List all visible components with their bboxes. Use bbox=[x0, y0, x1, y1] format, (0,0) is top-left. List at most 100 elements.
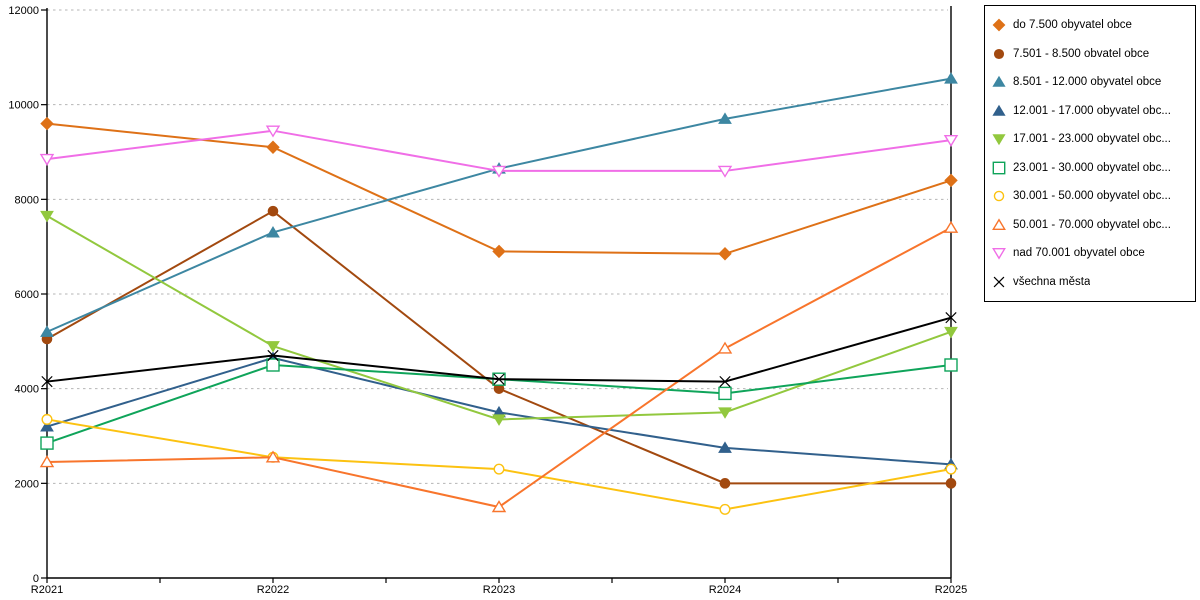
legend-item-label: do 7.500 obyvatel obce bbox=[1013, 19, 1132, 32]
data-point-marker bbox=[41, 413, 53, 425]
legend-item-label: 8.501 - 12.000 obyvatel obce bbox=[1013, 76, 1162, 89]
data-point-marker bbox=[265, 450, 281, 463]
data-point-marker bbox=[492, 244, 506, 259]
y-tick-label: 0 bbox=[33, 573, 39, 585]
legend-item-label: 17.001 - 23.000 obyvatel obc... bbox=[1013, 133, 1171, 146]
data-point-marker bbox=[41, 375, 53, 388]
data-point-marker bbox=[719, 503, 731, 515]
data-point-marker bbox=[944, 358, 958, 372]
diamond-legend-icon bbox=[992, 18, 1006, 32]
x-cross-legend-icon bbox=[993, 276, 1005, 288]
data-point-marker bbox=[944, 173, 958, 188]
data-point-marker bbox=[719, 478, 731, 489]
legend-item-label: nad 70.001 obyvatel obce bbox=[1013, 247, 1145, 260]
data-point-marker bbox=[266, 140, 280, 154]
legend-item: 12.001 - 17.000 obyvatel obc... bbox=[991, 97, 1189, 125]
legend-item-label: všechna města bbox=[1013, 275, 1091, 288]
legend-item-label: 23.001 - 30.000 obyvatel obc... bbox=[1013, 161, 1171, 174]
x-axis-ticks: R2021 R2022 R2023 R2024 R2025 bbox=[31, 578, 967, 596]
data-point-marker bbox=[266, 341, 280, 353]
legend-item: 17.001 - 23.000 obyvatel obc... bbox=[991, 125, 1189, 153]
legend-item-label: 12.001 - 17.000 obyvatel obc... bbox=[1013, 104, 1171, 117]
data-point-marker bbox=[267, 205, 279, 217]
data-point-marker bbox=[944, 72, 958, 84]
series-7 bbox=[39, 220, 959, 513]
y-tick-label: 2000 bbox=[15, 478, 39, 490]
data-point-marker bbox=[945, 463, 957, 475]
series-4 bbox=[40, 210, 958, 426]
legend-item-label: 50.001 - 70.000 obyvatel obc... bbox=[1013, 218, 1171, 231]
series-6 bbox=[41, 413, 957, 515]
data-point-marker bbox=[718, 441, 732, 453]
series-5 bbox=[40, 358, 958, 450]
triangle-down-legend-icon bbox=[992, 134, 1006, 146]
data-point-marker bbox=[945, 478, 957, 489]
series-9 bbox=[41, 312, 957, 388]
triangle-down-legend-icon bbox=[992, 248, 1006, 260]
triangle-up-legend-icon bbox=[992, 218, 1006, 230]
legend-item: 23.001 - 30.000 obyvatel obc... bbox=[991, 154, 1189, 182]
legend-item: 30.001 - 50.000 obyvatel obc... bbox=[991, 182, 1189, 210]
data-point-marker bbox=[944, 326, 958, 339]
circle-legend-icon bbox=[993, 48, 1005, 59]
data-point-marker bbox=[718, 247, 732, 261]
legend-item: 7.501 - 8.500 obvatel obce bbox=[991, 40, 1189, 68]
series-0 bbox=[40, 116, 958, 261]
y-axis-ticks: 0 2000 4000 6000 8000 10000 12000 bbox=[8, 5, 47, 585]
triangle-up-legend-icon bbox=[992, 104, 1006, 116]
data-point-marker bbox=[945, 312, 957, 324]
data-point-marker bbox=[39, 153, 55, 166]
square-legend-icon bbox=[992, 161, 1006, 175]
data-point-marker bbox=[718, 386, 732, 401]
series-line bbox=[46, 316, 952, 383]
data-point-marker bbox=[266, 358, 280, 372]
x-tick-label: R2022 bbox=[257, 584, 289, 596]
legend: do 7.500 obyvatel obce 7.501 - 8.500 obva… bbox=[984, 5, 1196, 302]
data-point-marker bbox=[492, 414, 506, 426]
axes bbox=[46, 6, 952, 579]
data-point-marker bbox=[718, 112, 732, 124]
legend-item-label: 7.501 - 8.500 obvatel obce bbox=[1013, 47, 1150, 60]
series-3 bbox=[40, 351, 958, 470]
series-8 bbox=[39, 125, 959, 178]
data-point-marker bbox=[493, 373, 505, 385]
data-point-marker bbox=[40, 420, 54, 432]
data-point-marker bbox=[40, 116, 54, 131]
legend-item: všechna města bbox=[991, 268, 1189, 296]
x-tick-label: R2023 bbox=[483, 584, 515, 596]
legend-item: 8.501 - 12.000 obyvatel obce bbox=[991, 68, 1189, 96]
y-tick-label: 12000 bbox=[8, 5, 39, 17]
x-tick-label: R2024 bbox=[709, 584, 741, 596]
data-point-marker bbox=[267, 349, 279, 362]
data-point-marker bbox=[266, 225, 280, 238]
y-tick-label: 10000 bbox=[8, 100, 39, 112]
legend-item: nad 70.001 obyvatel obce bbox=[991, 239, 1189, 267]
data-point-marker bbox=[491, 165, 507, 178]
circle-legend-icon bbox=[993, 190, 1005, 202]
data-point-marker bbox=[40, 436, 54, 450]
data-point-marker bbox=[491, 500, 507, 513]
data-point-marker bbox=[39, 455, 55, 468]
x-tick-label: R2021 bbox=[31, 584, 63, 596]
data-point-marker bbox=[943, 134, 959, 148]
y-tick-label: 8000 bbox=[15, 194, 39, 206]
series-line bbox=[46, 122, 952, 255]
data-point-marker bbox=[265, 125, 281, 138]
y-tick-label: 6000 bbox=[15, 289, 39, 301]
data-point-marker bbox=[717, 165, 733, 178]
data-point-marker bbox=[943, 220, 959, 233]
data-point-marker bbox=[40, 210, 54, 223]
legend-item: 50.001 - 70.000 obyvatel obc... bbox=[991, 211, 1189, 239]
y-tick-label: 4000 bbox=[15, 384, 39, 396]
data-point-marker bbox=[718, 407, 732, 419]
legend-item: do 7.500 obyvatel obce bbox=[991, 11, 1189, 39]
triangle-up-legend-icon bbox=[992, 76, 1006, 88]
data-point-marker bbox=[493, 463, 505, 475]
data-point-marker bbox=[40, 325, 54, 337]
data-point-marker bbox=[719, 375, 731, 388]
legend-item-label: 30.001 - 50.000 obyvatel obc... bbox=[1013, 190, 1171, 203]
data-point-marker bbox=[717, 341, 733, 354]
x-tick-label: R2025 bbox=[935, 584, 967, 596]
